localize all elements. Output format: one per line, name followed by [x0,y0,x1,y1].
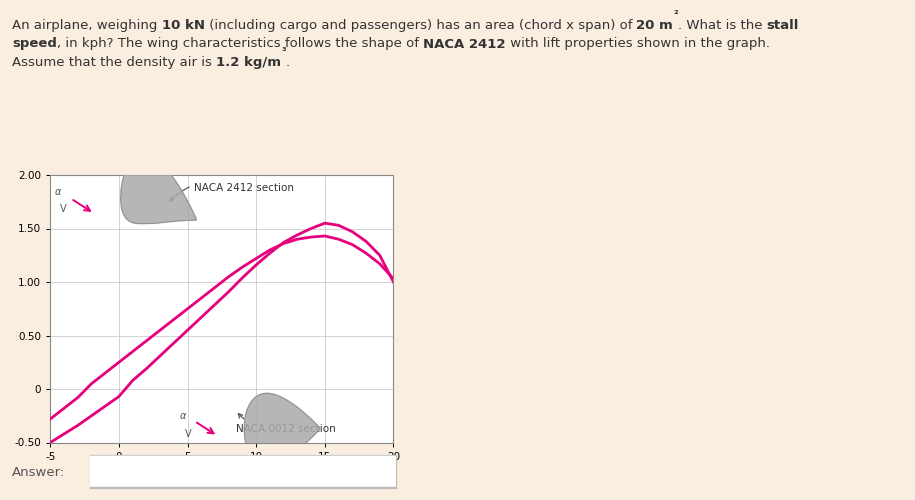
Text: ²: ² [673,10,678,20]
Text: NACA 2412 section: NACA 2412 section [170,183,295,201]
Text: NACA 0012 section: NACA 0012 section [236,414,336,434]
Text: Answer:: Answer: [12,466,65,479]
Text: V: V [60,204,67,214]
Text: speed: speed [12,38,57,51]
Text: ³: ³ [281,47,285,57]
Text: $\alpha$: $\alpha$ [179,411,188,421]
Text: 1.2 kg/m: 1.2 kg/m [216,56,281,69]
Text: .: . [285,56,290,69]
Polygon shape [244,394,319,464]
Text: $\alpha$: $\alpha$ [55,187,63,197]
Text: stall: stall [767,19,799,32]
Text: . What is the: . What is the [678,19,767,32]
Text: 10 kN: 10 kN [162,19,205,32]
Polygon shape [121,153,196,224]
Text: 20 m: 20 m [636,19,673,32]
Text: Assume that the density air is: Assume that the density air is [12,56,216,69]
Text: , in kph? The wing characteristics follows the shape of: , in kph? The wing characteristics follo… [57,38,423,51]
Text: (including cargo and passengers) has an area (chord x span) of: (including cargo and passengers) has an … [205,19,636,32]
Text: with lift properties shown in the graph.: with lift properties shown in the graph. [505,38,770,51]
Text: An airplane, weighing: An airplane, weighing [12,19,162,32]
X-axis label: Angle of attack, α, degrees: Angle of attack, α, degrees [142,466,302,478]
FancyBboxPatch shape [78,455,408,488]
Text: NACA 2412: NACA 2412 [423,38,505,51]
Text: V: V [185,429,191,439]
